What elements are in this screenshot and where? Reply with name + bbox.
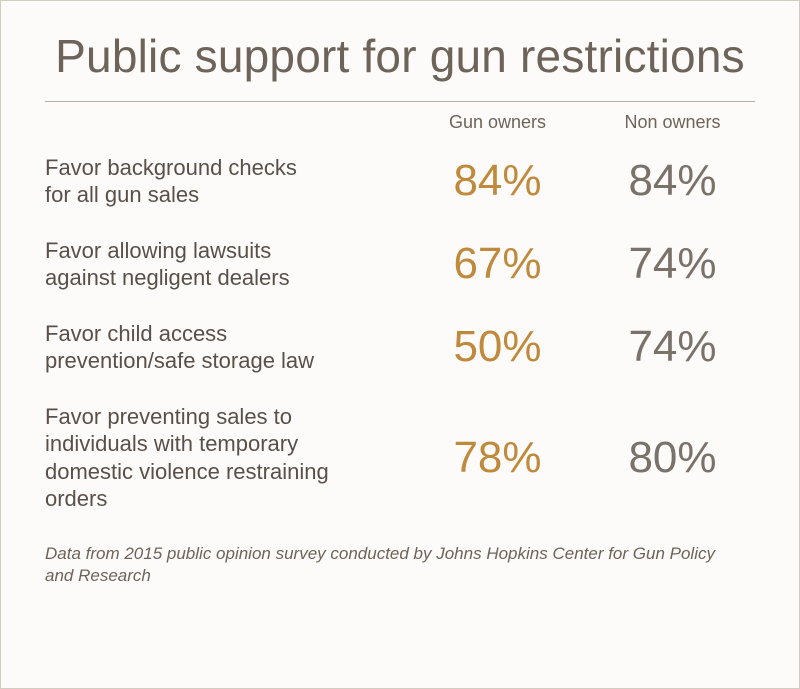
row-label: Favor allowing lawsuitsagainst negligent… [45, 223, 405, 306]
infographic-card: Public support for gun restrictions Gun … [0, 0, 800, 689]
value-owners: 84% [415, 152, 580, 210]
value-owners: 78% [415, 429, 580, 487]
value-non: 74% [590, 318, 755, 376]
value-non: 74% [590, 235, 755, 293]
column-header-non: Non owners [590, 112, 755, 139]
value-owners: 50% [415, 318, 580, 376]
row-label: Favor preventing sales toindividuals wit… [45, 389, 405, 527]
value-owners: 67% [415, 235, 580, 293]
colhead-spacer [45, 112, 405, 140]
source-note: Data from 2015 public opinion survey con… [45, 543, 755, 589]
value-non: 84% [590, 152, 755, 210]
column-header-owners: Gun owners [415, 112, 580, 139]
row-label: Favor child accessprevention/safe storag… [45, 306, 405, 389]
value-non: 80% [590, 429, 755, 487]
page-title: Public support for gun restrictions [45, 31, 755, 83]
divider [45, 101, 755, 102]
row-label: Favor background checksfor all gun sales [45, 140, 405, 223]
data-table: Gun owners Non owners Favor background c… [45, 112, 755, 527]
